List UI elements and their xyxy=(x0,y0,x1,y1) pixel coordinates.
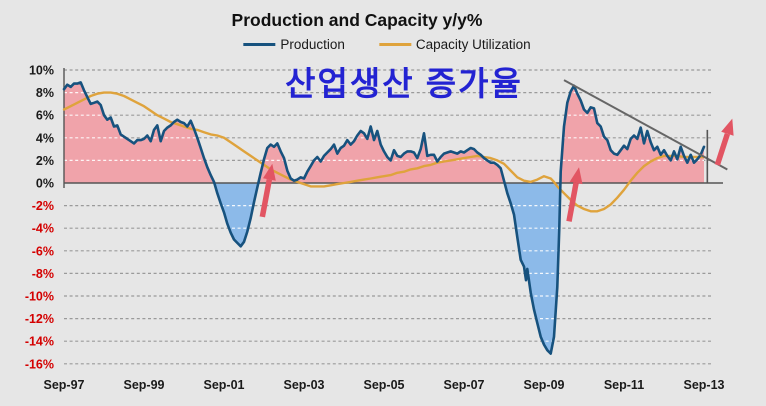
up-arrow-annotation-1 xyxy=(259,163,276,218)
x-axis-label: Sep-05 xyxy=(364,378,405,392)
y-axis-labels: 10% 8% 6% 4% 2% 0% -2% -4% -6% -8% -10% -12% -14% -16… xyxy=(25,64,54,372)
legend-label-capacity: Capacity Utilization xyxy=(415,37,531,52)
production-line xyxy=(62,81,706,355)
y-axis-label: -4% xyxy=(32,222,54,236)
chart-title: Production and Capacity y/y% xyxy=(231,10,483,30)
y-axis-label: -12% xyxy=(25,312,54,326)
gridlines-on-fill xyxy=(64,91,704,342)
capacity-utilization-line xyxy=(62,91,706,213)
positive-area-fill xyxy=(64,82,704,183)
y-axis-label: -2% xyxy=(32,199,54,213)
y-axis-label: -10% xyxy=(25,290,54,304)
legend-item-capacity: Capacity Utilization xyxy=(378,37,531,52)
y-axis-label: 10% xyxy=(29,64,54,78)
x-axis-label: Sep-09 xyxy=(524,378,565,392)
y-axis-label: 6% xyxy=(36,109,54,123)
x-axis-label: Sep-01 xyxy=(204,378,245,392)
x-axis-label: Sep-99 xyxy=(124,378,165,392)
gridlines xyxy=(64,69,712,365)
x-axis-labels: Sep-97 Sep-99 Sep-01 Sep-03 Sep-05 Sep-07 Sep-… xyxy=(44,378,725,392)
y-axis-label: 8% xyxy=(36,86,54,100)
y-axis-label: -16% xyxy=(25,357,54,371)
x-axis-label: Sep-11 xyxy=(604,378,644,392)
y-axis-label: 2% xyxy=(36,154,54,168)
x-axis-label: Sep-13 xyxy=(684,378,725,392)
x-axis-label: Sep-03 xyxy=(284,378,325,392)
up-arrow-annotation-3 xyxy=(714,118,734,166)
downtrend-line xyxy=(563,79,728,171)
x-axis-label: Sep-07 xyxy=(444,378,485,392)
y-axis-label: 0% xyxy=(36,177,54,191)
legend-label-production: Production xyxy=(280,37,345,52)
x-axis-label: Sep-97 xyxy=(44,378,85,392)
y-axis-label: -14% xyxy=(25,335,54,349)
capacity-line-swatch xyxy=(378,43,411,46)
production-line-swatch xyxy=(243,43,276,46)
legend-item-production: Production xyxy=(243,37,345,52)
y-axis-label: -6% xyxy=(32,244,54,258)
up-arrow-annotation-2 xyxy=(566,167,583,222)
negative-area-fill xyxy=(64,183,704,354)
y-axis-label: 4% xyxy=(36,131,54,145)
y-axis-label: -8% xyxy=(32,267,54,281)
korean-annotation-label: 산업생산 증가율 xyxy=(285,65,523,102)
legend: Production Capacity Utilization xyxy=(243,37,531,52)
